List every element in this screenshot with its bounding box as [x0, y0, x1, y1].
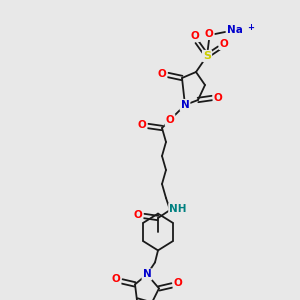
- Text: Na: Na: [227, 25, 243, 35]
- Text: O: O: [158, 69, 166, 79]
- Text: NH: NH: [169, 204, 187, 214]
- Text: S: S: [203, 51, 211, 61]
- Text: O: O: [220, 39, 228, 49]
- Text: O: O: [134, 210, 142, 220]
- Text: O: O: [138, 120, 146, 130]
- Text: O: O: [214, 93, 222, 103]
- Text: O: O: [174, 278, 182, 288]
- Text: N: N: [142, 269, 152, 279]
- Text: +: +: [247, 22, 254, 32]
- Text: O: O: [166, 115, 174, 125]
- Text: O: O: [205, 29, 213, 39]
- Text: O: O: [190, 31, 200, 41]
- Text: O: O: [112, 274, 120, 284]
- Text: N: N: [181, 100, 189, 110]
